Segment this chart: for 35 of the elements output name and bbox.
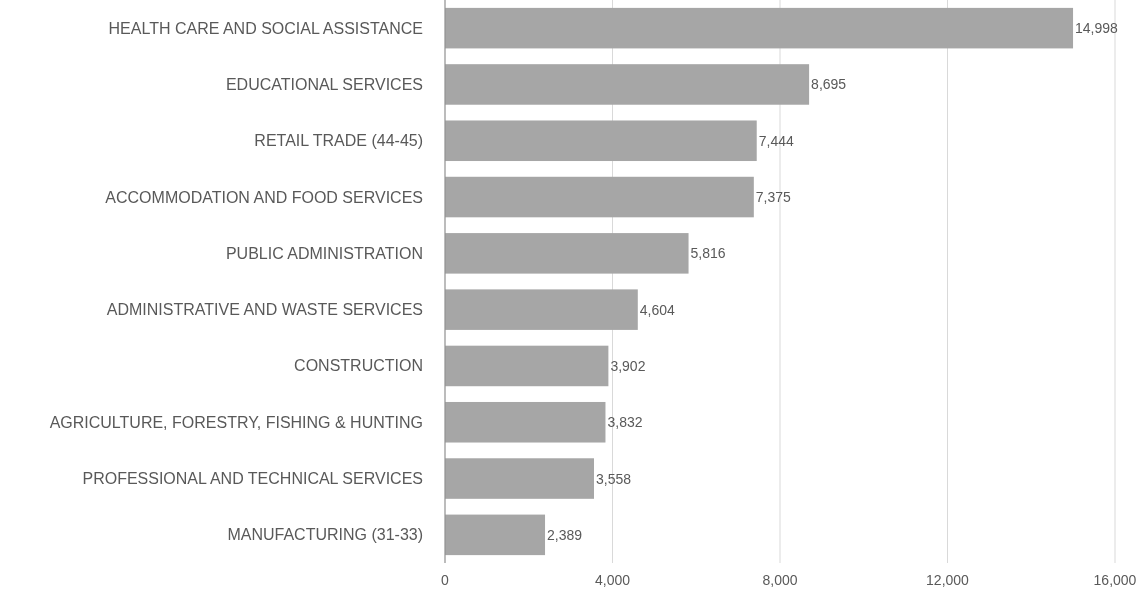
data-label: 5,816 bbox=[690, 245, 726, 262]
x-tick-label: 4,000 bbox=[594, 572, 631, 588]
y-tick-label: EDUCATIONAL SERVICES bbox=[225, 75, 423, 93]
y-tick-label: CONSTRUCTION bbox=[294, 357, 423, 375]
data-label: 2,389 bbox=[547, 526, 583, 543]
y-tick-label: MANUFACTURING (31-33) bbox=[227, 526, 423, 544]
bar bbox=[445, 176, 754, 218]
bar bbox=[445, 289, 638, 330]
data-label: 7,444 bbox=[758, 132, 794, 149]
y-tick-label: RETAIL TRADE (44-45) bbox=[254, 132, 423, 150]
y-tick-label: AGRICULTURE, FORESTRY, FISHING & HUNTING bbox=[49, 413, 423, 431]
x-tick-label: 16,000 bbox=[1093, 572, 1137, 588]
bar bbox=[445, 458, 594, 499]
data-label: 4,604 bbox=[639, 301, 676, 318]
data-label: 8,695 bbox=[811, 76, 847, 93]
x-tick-label: 0 bbox=[441, 572, 450, 588]
y-tick-label: HEALTH CARE AND SOCIAL ASSISTANCE bbox=[108, 19, 423, 37]
y-tick-label: PROFESSIONAL AND TECHNICAL SERVICES bbox=[82, 470, 423, 488]
x-tick-label: 12,000 bbox=[926, 572, 970, 588]
y-tick-label: PUBLIC ADMINISTRATION bbox=[225, 244, 423, 262]
bar bbox=[445, 401, 606, 443]
bar bbox=[445, 7, 1074, 49]
bar bbox=[445, 120, 757, 162]
y-tick-label: ADMINISTRATIVE AND WASTE SERVICES bbox=[106, 301, 423, 319]
data-label: 14,998 bbox=[1075, 20, 1119, 37]
bar bbox=[445, 233, 689, 274]
y-tick-label: ACCOMMODATION AND FOOD SERVICES bbox=[105, 188, 423, 206]
data-label: 3,902 bbox=[610, 357, 646, 374]
data-label: 7,375 bbox=[755, 189, 792, 206]
bar bbox=[445, 514, 546, 556]
data-label: 3,832 bbox=[607, 414, 643, 431]
x-tick-label: 8,000 bbox=[762, 572, 798, 588]
bar bbox=[445, 345, 609, 387]
data-label: 3,558 bbox=[595, 470, 632, 487]
bar bbox=[445, 64, 810, 105]
